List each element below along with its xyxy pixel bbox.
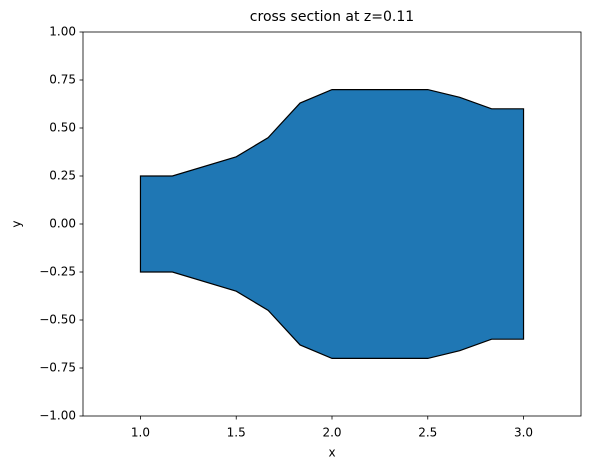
- y-tick-label: 0.25: [49, 169, 76, 183]
- y-axis-label: y: [10, 220, 24, 227]
- polygon: [139, 89, 525, 359]
- x-tick-label: 2.5: [418, 426, 437, 440]
- x-axis-label: x: [328, 446, 335, 460]
- y-tick-label: 0.50: [49, 121, 76, 135]
- y-tick-label: −1.00: [39, 409, 76, 423]
- y-tick-label: −0.50: [39, 313, 76, 327]
- chart-title: cross section at z=0.11: [250, 9, 414, 25]
- y-tick-label: 1.00: [49, 25, 76, 39]
- x-tick-label: 1.5: [227, 426, 246, 440]
- y-tick-label: 0.00: [49, 217, 76, 231]
- y-tick-label: −0.25: [39, 265, 76, 279]
- x-tick-label: 1.0: [131, 426, 150, 440]
- y-tick-label: −0.75: [39, 361, 76, 375]
- x-tick-label: 3.0: [514, 426, 533, 440]
- y-tick-label: 0.75: [49, 73, 76, 87]
- x-tick-label: 2.0: [322, 426, 341, 440]
